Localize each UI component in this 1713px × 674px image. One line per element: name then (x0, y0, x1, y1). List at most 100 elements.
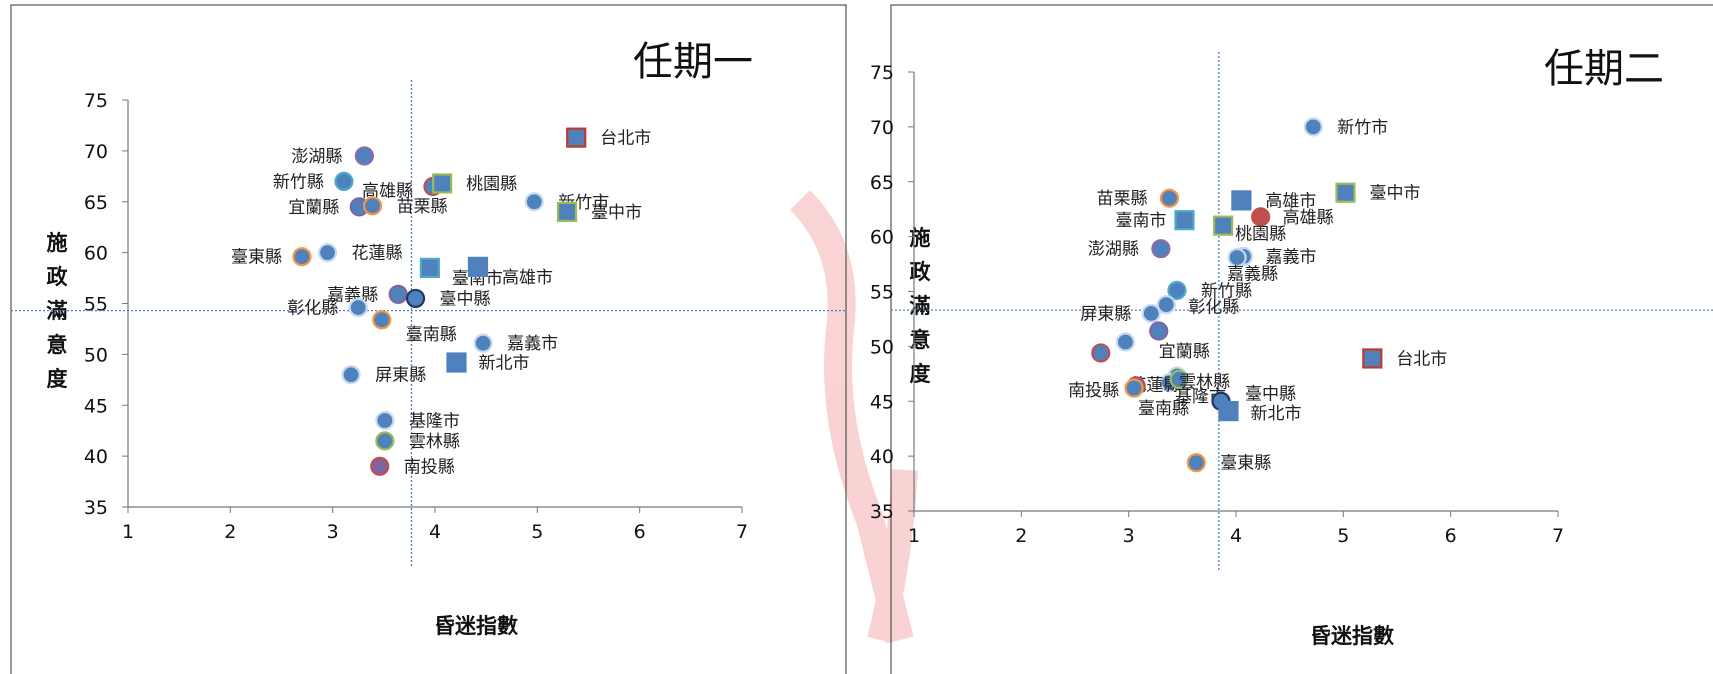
y-tick-label: 75 (84, 90, 108, 112)
y-tick-label: 65 (870, 172, 894, 194)
y-tick-label: 50 (870, 336, 894, 358)
data-point-square (1174, 210, 1195, 231)
x-tick-label: 7 (736, 521, 748, 543)
data-point (1186, 453, 1206, 473)
data-point (1156, 295, 1176, 315)
data-point-square (566, 127, 587, 148)
point-label: 彰化縣 (1188, 298, 1239, 318)
y-axis-title: 施政滿意度 (47, 231, 69, 391)
point-label: 屏東縣 (1080, 304, 1131, 324)
data-point (334, 171, 354, 191)
y-tick-label: 45 (84, 395, 108, 417)
x-axis-title: 昏迷指數 (434, 614, 518, 638)
data-point (1115, 332, 1136, 352)
data-point (375, 410, 395, 431)
data-point (370, 456, 390, 476)
point-label: 高雄市 (1265, 191, 1316, 211)
point-label: 苗栗縣 (397, 197, 448, 217)
data-point (1227, 247, 1247, 268)
point-label: 新北市 (1250, 404, 1301, 424)
point-label: 桃園縣 (466, 174, 517, 194)
data-point-square (556, 201, 578, 223)
point-label: 台北市 (1396, 349, 1447, 369)
point-label: 新北市 (478, 354, 529, 374)
point-label: 雲林縣 (1179, 372, 1230, 392)
y-axis-title: 施政滿意度 (910, 226, 932, 386)
x-tick-label: 7 (1552, 525, 1564, 547)
y-tick-label: 55 (84, 294, 108, 316)
y-tick-label: 65 (84, 192, 108, 214)
data-point (1149, 321, 1169, 341)
y-tick-label: 70 (84, 141, 108, 163)
data-point (317, 243, 338, 263)
point-label: 基隆市 (409, 412, 460, 432)
point-label: 苗栗縣 (1096, 189, 1147, 209)
data-point (348, 297, 368, 318)
point-label: 臺南縣 (406, 325, 457, 345)
data-point-square (1362, 348, 1383, 369)
data-point-square (419, 257, 440, 278)
data-point-square (1213, 215, 1234, 236)
data-point (372, 310, 392, 330)
x-tick-label: 1 (908, 525, 920, 547)
y-tick-label: 40 (84, 446, 108, 468)
point-label: 南投縣 (404, 457, 455, 477)
y-tick-label: 55 (870, 282, 894, 304)
data-point (1159, 188, 1180, 208)
point-label: 嘉義市 (507, 334, 558, 354)
x-axis-title: 昏迷指數 (1310, 624, 1394, 648)
point-label: 嘉義縣 (1227, 264, 1278, 284)
data-point (1151, 239, 1171, 259)
data-point (388, 284, 408, 304)
y-tick-label: 35 (870, 501, 894, 523)
point-label: 宜蘭縣 (1159, 342, 1210, 362)
point-label: 宜蘭縣 (288, 198, 339, 218)
point-label: 臺東縣 (231, 248, 282, 268)
data-point-square (446, 352, 467, 373)
x-tick-label: 3 (327, 521, 339, 543)
x-tick-label: 4 (1230, 525, 1242, 547)
point-label: 台北市 (600, 129, 651, 149)
x-tick-label: 3 (1123, 525, 1135, 547)
point-label: 澎湖縣 (1088, 240, 1139, 260)
data-point (1091, 343, 1111, 363)
point-label: 澎湖縣 (291, 147, 342, 167)
point-label: 臺南市 (1115, 211, 1166, 231)
x-tick-label: 2 (224, 521, 236, 543)
data-point (292, 247, 312, 267)
data-point (1124, 378, 1144, 398)
x-tick-label: 2 (1015, 525, 1027, 547)
x-tick-label: 1 (122, 521, 134, 543)
data-point (1303, 117, 1323, 137)
y-tick-label: 50 (84, 344, 108, 366)
point-label: 屏東縣 (375, 366, 426, 386)
data-point-square (432, 173, 453, 194)
data-point (473, 333, 493, 353)
y-tick-label: 60 (84, 243, 108, 265)
point-label: 新竹縣 (273, 172, 324, 192)
y-tick-label: 70 (870, 117, 894, 139)
x-tick-label: 4 (429, 521, 441, 543)
data-point (362, 196, 383, 216)
point-label: 雲林縣 (409, 432, 460, 452)
x-tick-label: 5 (531, 521, 543, 543)
data-point (1251, 207, 1271, 227)
data-point-square (467, 256, 489, 277)
point-label: 臺中市 (591, 203, 642, 223)
data-point (524, 192, 544, 212)
y-tick-label: 60 (870, 227, 894, 249)
chart-title: 任期一 (633, 39, 753, 85)
point-label: 臺東縣 (1220, 454, 1271, 474)
y-tick-label: 40 (870, 446, 894, 468)
point-label: 新竹市 (1337, 118, 1388, 138)
point-label: 花蓮縣 (352, 244, 403, 264)
data-point (405, 288, 426, 309)
point-label: 嘉義縣 (327, 285, 378, 305)
data-point (1169, 369, 1189, 389)
watermark (789, 190, 918, 644)
point-label: 桃園縣 (1235, 225, 1286, 245)
data-point (1141, 303, 1161, 324)
